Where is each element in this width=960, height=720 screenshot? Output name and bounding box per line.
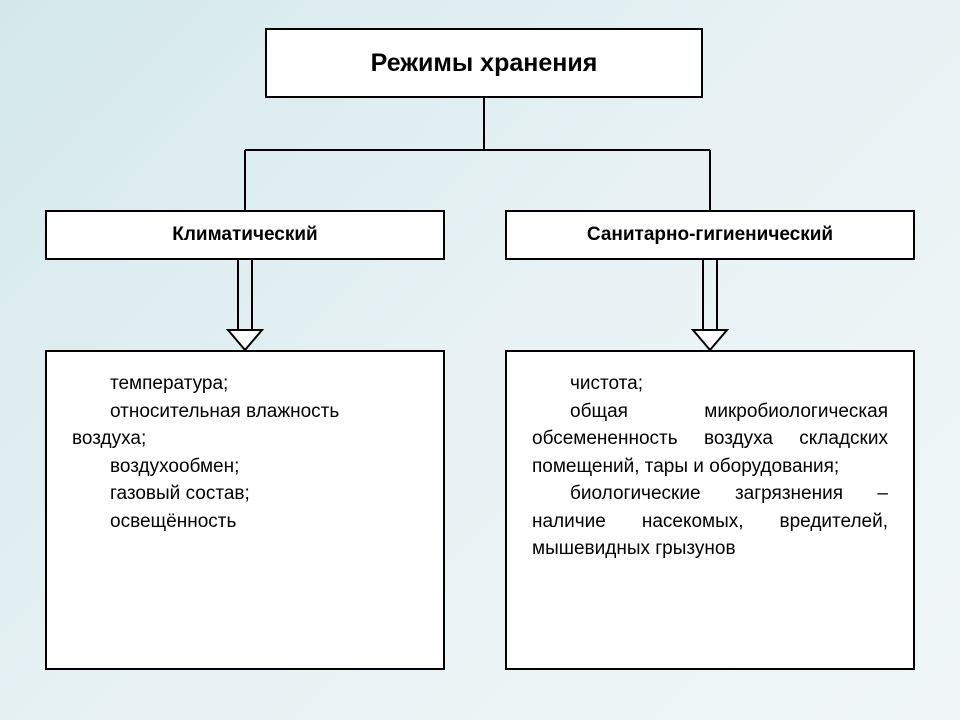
branch-left-label: Климатический [172, 224, 318, 246]
list-item: биологические загрязнения – наличие насе… [532, 480, 888, 563]
branch-right-label: Санитарно-гигиенический [587, 224, 833, 246]
content-left-list: температура;относительная влажность возд… [72, 370, 418, 535]
content-left-box: температура;относительная влажность возд… [45, 350, 445, 670]
list-item: общая микробиологическая обсемененность … [532, 398, 888, 481]
list-item: температура; [72, 370, 418, 398]
content-right-box: чистота;общая микробиологическая обсемен… [505, 350, 915, 670]
title-text: Режимы хранения [371, 49, 598, 78]
arrow-right [693, 260, 727, 350]
list-item: относительная влажность воздуха; [72, 398, 418, 453]
content-right-list: чистота;общая микробиологическая обсемен… [532, 370, 888, 563]
branch-right-box: Санитарно-гигиенический [505, 210, 915, 260]
title-box: Режимы хранения [265, 28, 703, 98]
branch-left-box: Климатический [45, 210, 445, 260]
list-item: газовый состав; [72, 480, 418, 508]
list-item: чистота; [532, 370, 888, 398]
list-item: освещённость [72, 508, 418, 536]
arrow-left [228, 260, 262, 350]
list-item: воздухообмен; [72, 453, 418, 481]
